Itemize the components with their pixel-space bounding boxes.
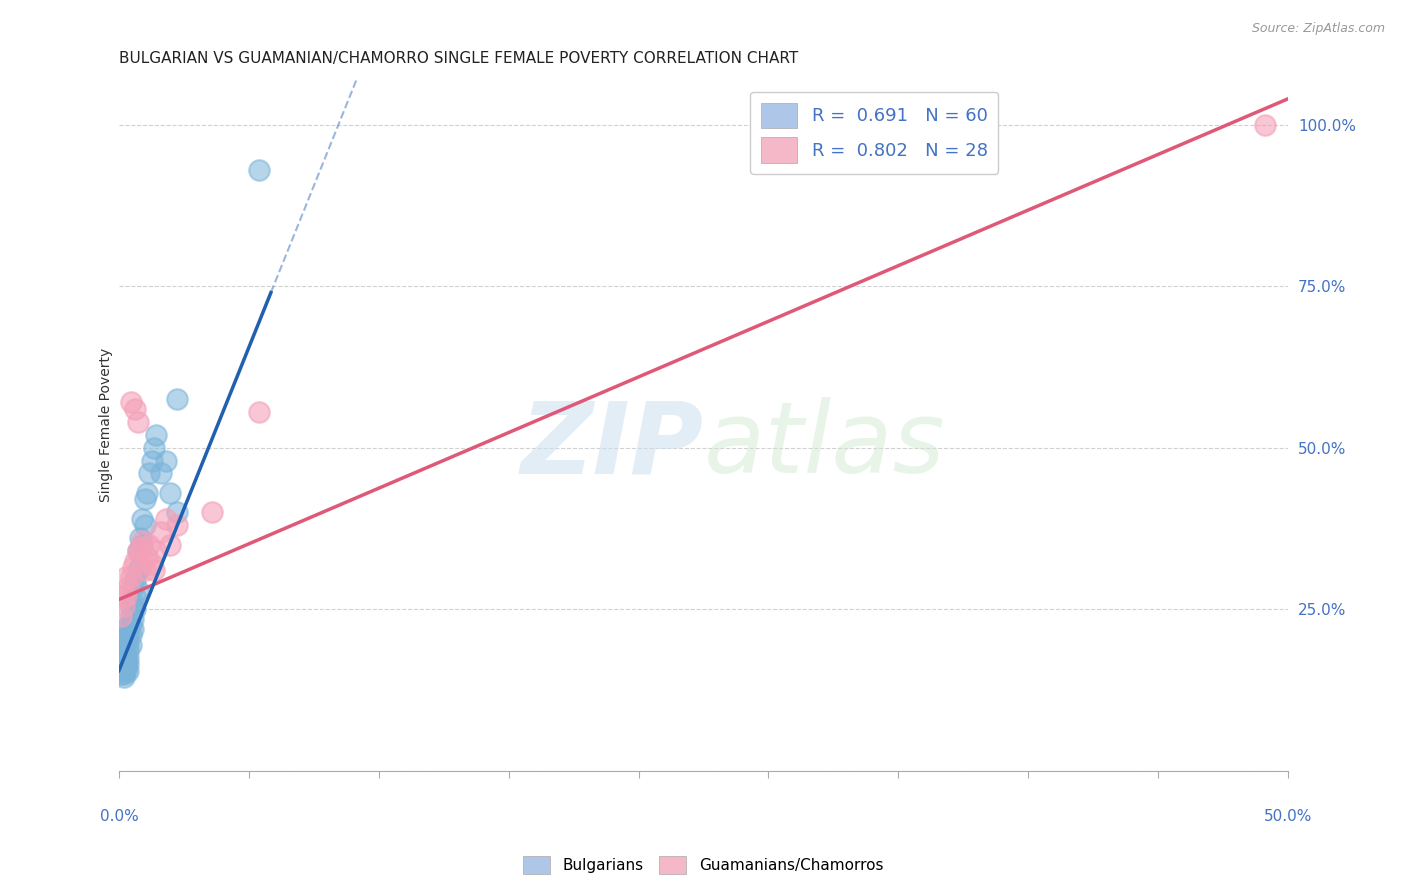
Point [129,541,152,555]
Point [112,648,135,662]
Point [112,650,135,665]
Point [117,580,139,594]
Point [134,492,156,507]
Point [150,467,173,481]
Point [110,644,132,658]
Point [120,395,142,409]
Legend: Bulgarians, Guamanians/Chamorros: Bulgarians, Guamanians/Chamorros [517,850,889,880]
Legend: R =  0.691   N = 60, R =  0.802   N = 28: R = 0.691 N = 60, R = 0.802 N = 28 [751,92,998,174]
Point [120,618,142,632]
Point [117,618,139,632]
Point [166,518,188,533]
Point [124,573,146,587]
Point [117,650,139,665]
Point [129,560,152,574]
Point [115,657,138,671]
Point [115,628,138,642]
Point [110,666,132,681]
Point [112,599,135,613]
Text: BULGARIAN VS GUAMANIAN/CHAMORRO SINGLE FEMALE POVERTY CORRELATION CHART: BULGARIAN VS GUAMANIAN/CHAMORRO SINGLE F… [120,51,799,66]
Point [127,544,149,558]
Point [112,670,135,684]
Point [120,628,142,642]
Point [117,657,139,671]
Point [136,486,159,500]
Point [120,570,142,584]
Y-axis label: Single Female Poverty: Single Female Poverty [100,348,114,502]
Point [112,654,135,668]
Point [122,580,145,594]
Point [110,608,132,623]
Point [115,654,138,668]
Point [131,534,153,549]
Point [122,612,145,626]
Point [155,453,177,467]
Point [159,486,181,500]
Point [112,589,135,603]
Point [201,505,224,519]
Point [115,664,138,678]
Point [134,518,156,533]
Point [122,560,145,574]
Point [155,512,177,526]
Point [127,415,149,429]
Point [1254,118,1277,132]
Point [112,640,135,655]
Point [131,537,153,551]
Point [115,634,138,648]
Point [166,392,188,407]
Point [110,650,132,665]
Point [143,563,166,577]
Point [145,427,167,442]
Point [136,550,159,565]
Text: 50.0%: 50.0% [1264,809,1312,823]
Point [122,622,145,636]
Point [141,453,163,467]
Point [129,531,152,545]
Point [150,524,173,539]
Point [110,660,132,674]
Point [127,544,149,558]
Point [115,622,138,636]
Point [117,664,139,678]
Point [138,467,160,481]
Point [127,563,149,577]
Point [122,596,145,610]
Point [138,537,160,551]
Point [124,589,146,603]
Point [112,644,135,658]
Point [120,638,142,652]
Point [141,557,163,571]
Point [247,405,270,419]
Point [143,441,166,455]
Point [115,660,138,674]
Point [120,608,142,623]
Point [115,570,138,584]
Point [247,162,270,177]
Point [120,599,142,613]
Point [166,505,188,519]
Point [131,512,153,526]
Point [115,650,138,665]
Point [117,644,139,658]
Point [110,664,132,678]
Point [115,589,138,603]
Point [117,628,139,642]
Text: ZIP: ZIP [520,397,703,494]
Point [124,602,146,616]
Point [124,554,146,568]
Point [124,401,146,416]
Point [127,582,149,597]
Point [112,666,135,681]
Point [134,563,156,577]
Point [145,544,167,558]
Text: 0.0%: 0.0% [100,809,138,823]
Point [159,537,181,551]
Point [110,648,132,662]
Point [117,638,139,652]
Text: atlas: atlas [703,397,945,494]
Text: Source: ZipAtlas.com: Source: ZipAtlas.com [1251,22,1385,36]
